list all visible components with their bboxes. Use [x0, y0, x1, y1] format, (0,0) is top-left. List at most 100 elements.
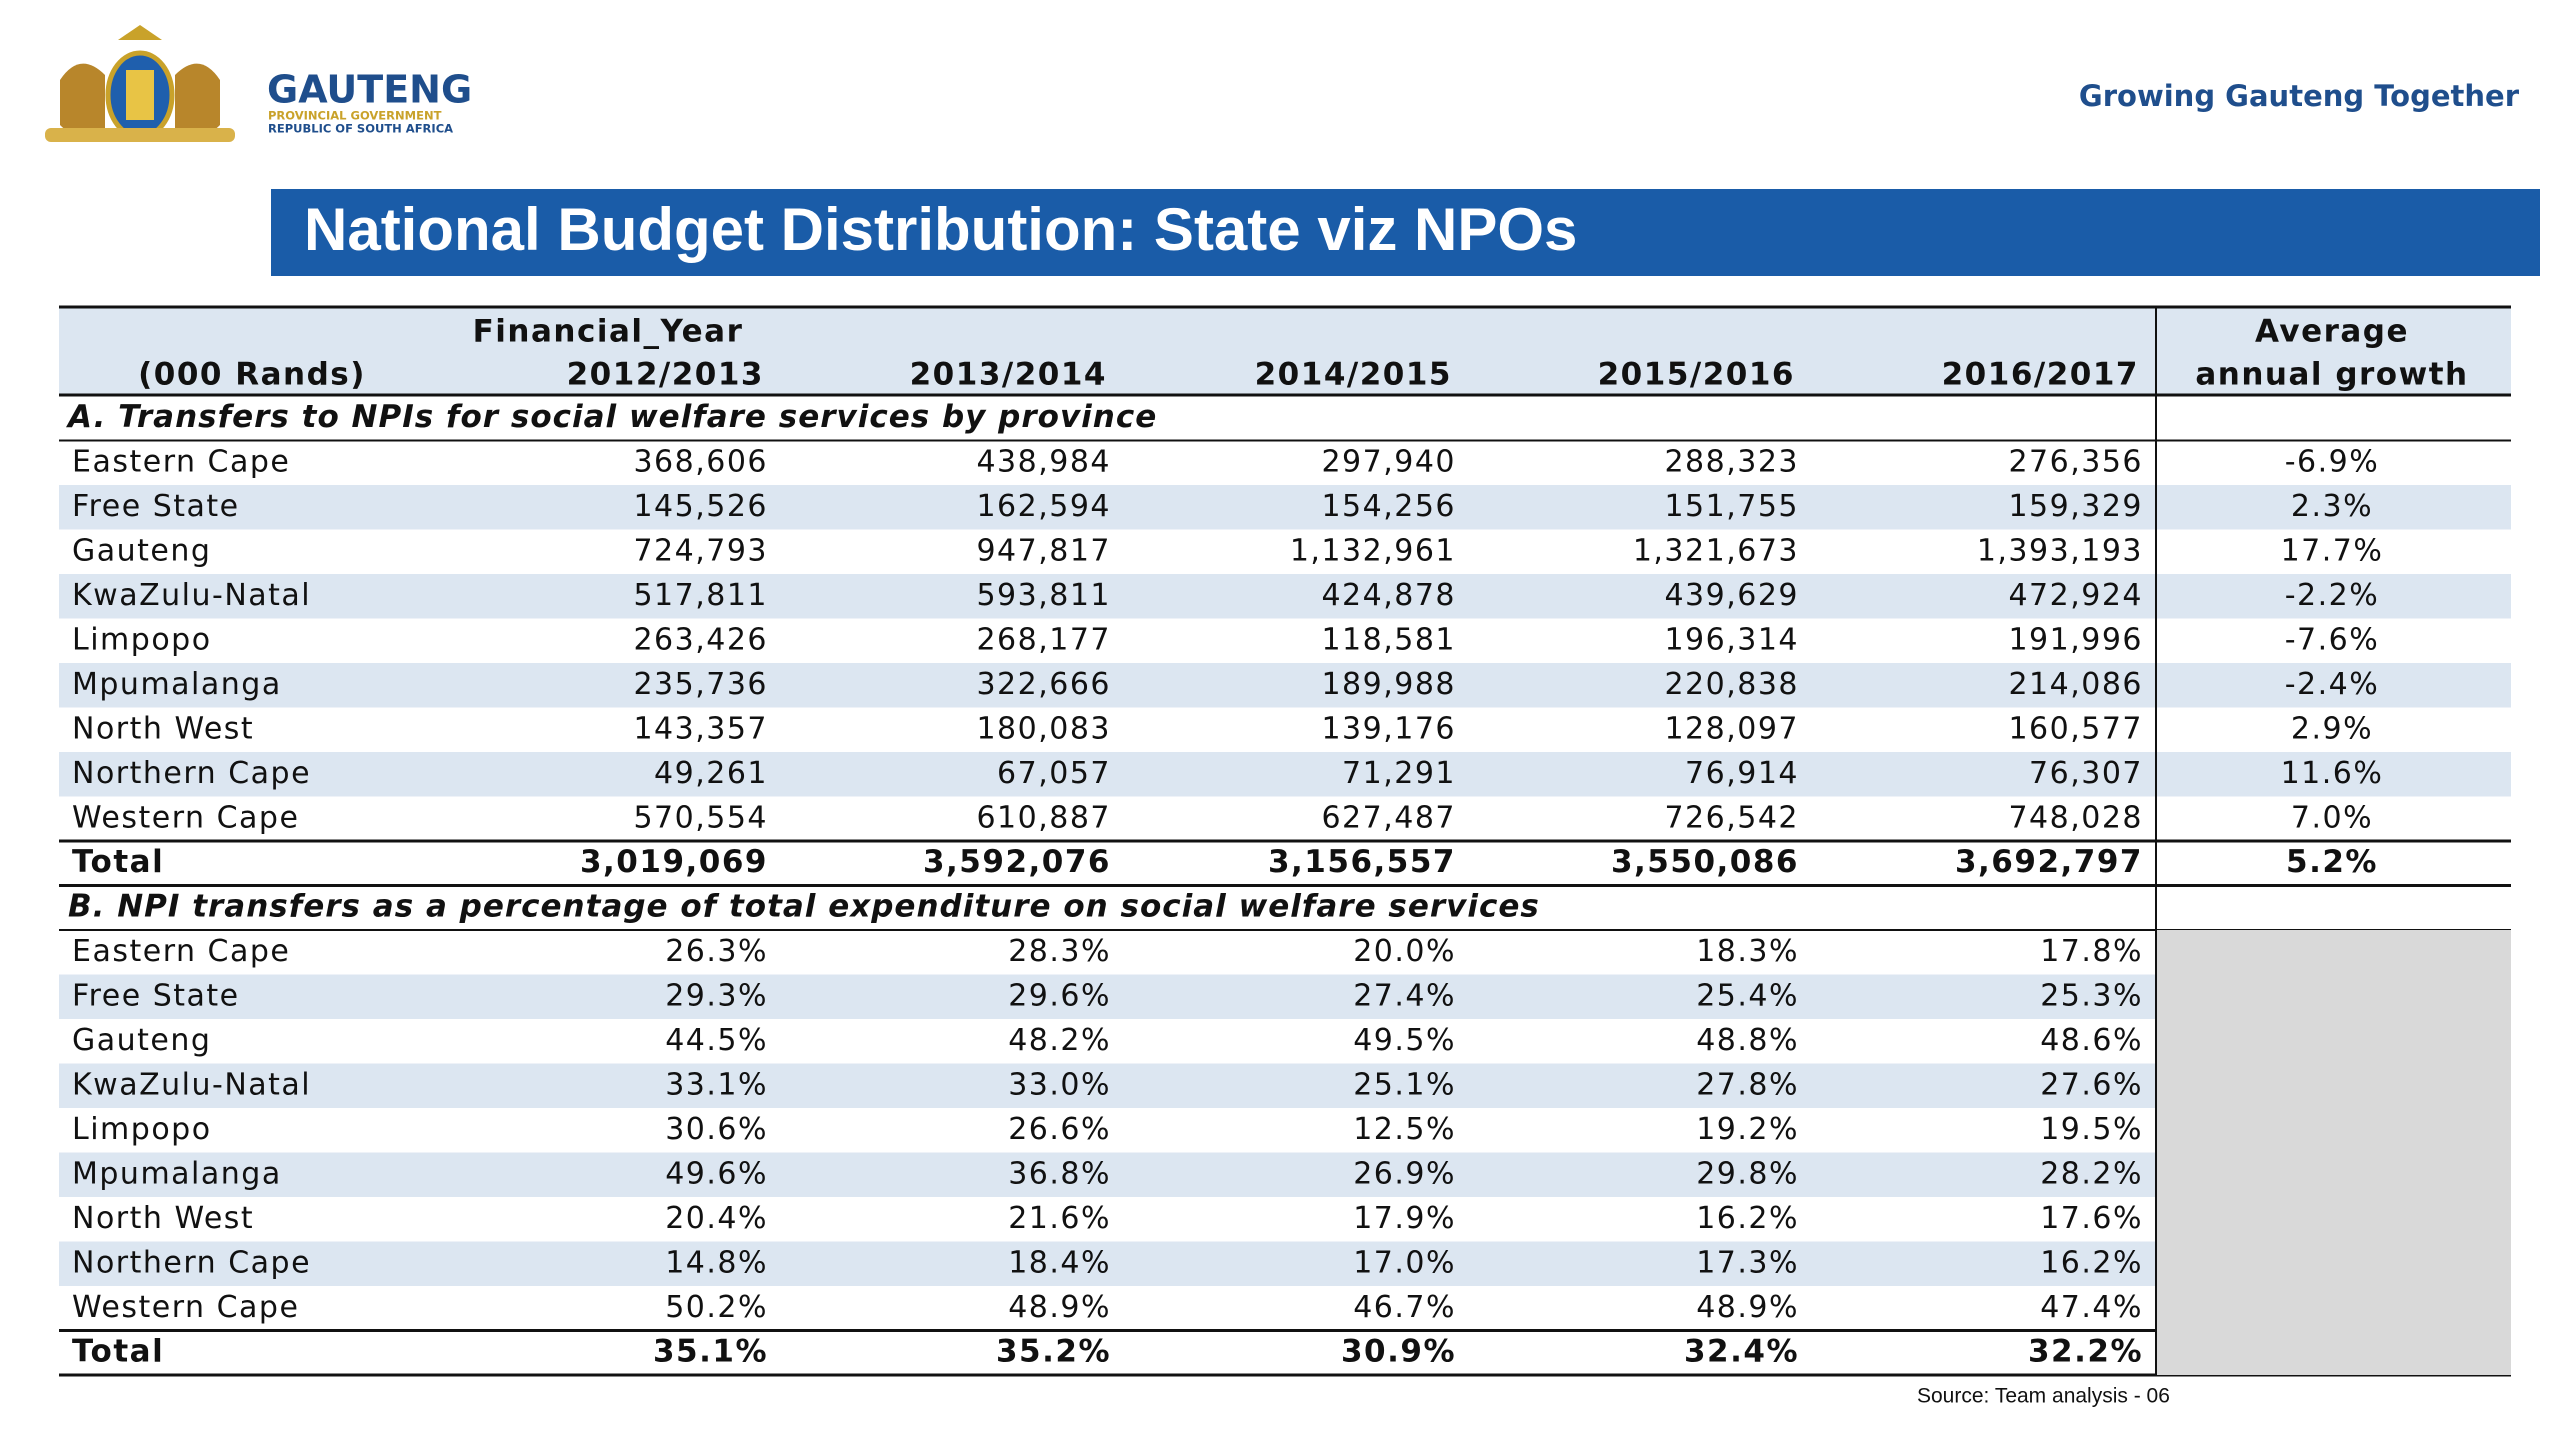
cell: 29.6% [1008, 978, 1111, 1013]
growth-cell: 2.9% [2291, 711, 2373, 746]
cell: 67,057 [997, 756, 1111, 791]
growth-cell: 2.3% [2291, 489, 2373, 524]
section-title: A. Transfers to NPIs for social welfare … [65, 399, 1157, 435]
logo-sub: PROVINCIAL GOVERNMENT [268, 109, 442, 123]
growth-cell: 7.0% [2291, 800, 2373, 835]
row-label: Eastern Cape [72, 444, 290, 479]
cell: 748,028 [2008, 800, 2143, 835]
cell: 48.6% [2040, 1023, 2143, 1058]
cell: 472,924 [2008, 578, 2143, 613]
cell: 322,666 [976, 667, 1111, 702]
cell: 118,581 [1321, 622, 1456, 657]
cell: 26.6% [1008, 1112, 1111, 1147]
cell: 191,996 [2008, 622, 2143, 657]
row-label: Gauteng [72, 1023, 211, 1058]
cell: 17.0% [1353, 1245, 1456, 1280]
title-bar [271, 189, 2540, 276]
row-label: Total [72, 844, 164, 880]
row-bg [59, 974, 2511, 1019]
cell: 21.6% [1008, 1201, 1111, 1236]
cell: 947,817 [976, 533, 1111, 568]
row-bg [59, 752, 2511, 797]
cell: 368,606 [633, 444, 768, 479]
header-cell: 2016/2017 [1942, 357, 2139, 393]
cell: 128,097 [1664, 711, 1799, 746]
cell: 627,487 [1321, 800, 1456, 835]
cell: 3,692,797 [1955, 844, 2143, 880]
row-label: Eastern Cape [72, 934, 290, 969]
cell: 30.9% [1341, 1333, 1456, 1369]
growth-cell: -7.6% [2285, 622, 2380, 657]
cell: 593,811 [976, 578, 1111, 613]
growth-cell: -2.2% [2285, 578, 2380, 613]
cell: 3,019,069 [580, 844, 768, 880]
row-bg [59, 485, 2511, 530]
row-label: Western Cape [72, 800, 299, 835]
row-label: Northern Cape [72, 1245, 311, 1280]
cell: 17.8% [2040, 934, 2143, 969]
cell: 143,357 [633, 711, 768, 746]
source: Source: Team analysis - 06 [1917, 1385, 2170, 1408]
row-bg [59, 1152, 2511, 1197]
cell: 26.9% [1353, 1156, 1456, 1191]
cell: 610,887 [976, 800, 1111, 835]
cell: 276,356 [2008, 444, 2143, 479]
cell: 28.3% [1008, 934, 1111, 969]
cell: 18.3% [1696, 934, 1799, 969]
cell: 189,988 [1321, 667, 1456, 702]
row-label: Gauteng [72, 533, 211, 568]
cell: 25.1% [1353, 1067, 1456, 1102]
cell: 26.3% [665, 934, 768, 969]
row-label: Northern Cape [72, 756, 311, 791]
growth-cell: 5.2% [2286, 844, 2378, 880]
cell: 20.4% [665, 1201, 768, 1236]
cell: 49,261 [654, 756, 768, 791]
row-label: KwaZulu-Natal [72, 1067, 311, 1102]
cell: 33.0% [1008, 1067, 1111, 1102]
cell: 35.2% [996, 1333, 1111, 1369]
section-title: B. NPI transfers as a percentage of tota… [68, 888, 1540, 924]
row-label: Free State [72, 489, 240, 524]
cell: 145,526 [633, 489, 768, 524]
cell: 28.2% [2040, 1156, 2143, 1191]
header-cell: 2013/2014 [910, 357, 1107, 393]
cell: 27.8% [1696, 1067, 1799, 1102]
logo-sub: REPUBLIC OF SOUTH AFRICA [268, 122, 453, 136]
cell: 724,793 [633, 533, 768, 568]
header-bg [59, 307, 2511, 395]
blank-cell [2156, 930, 2511, 1375]
cell: 297,940 [1321, 444, 1456, 479]
row-label: Mpumalanga [72, 667, 282, 702]
cell: 570,554 [633, 800, 768, 835]
cell: 30.6% [665, 1112, 768, 1147]
cell: 220,838 [1664, 667, 1799, 702]
cell: 159,329 [2008, 489, 2143, 524]
cell: 49.5% [1353, 1023, 1456, 1058]
cell: 17.3% [1696, 1245, 1799, 1280]
cell: 48.9% [1696, 1290, 1799, 1325]
cell: 16.2% [1696, 1201, 1799, 1236]
cell: 76,914 [1685, 756, 1799, 791]
cell: 25.4% [1696, 978, 1799, 1013]
cell: 154,256 [1321, 489, 1456, 524]
cell: 16.2% [2040, 1245, 2143, 1280]
cell: 48.9% [1008, 1290, 1111, 1325]
row-label: Free State [72, 978, 240, 1013]
cell: 35.1% [653, 1333, 768, 1369]
row-label: Mpumalanga [72, 1156, 282, 1191]
row-bg [59, 1063, 2511, 1108]
cell: 726,542 [1664, 800, 1799, 835]
cell: 196,314 [1664, 622, 1799, 657]
cell: 288,323 [1664, 444, 1799, 479]
cell: 17.6% [2040, 1201, 2143, 1236]
cell: 439,629 [1664, 578, 1799, 613]
cell: 29.8% [1696, 1156, 1799, 1191]
cell: 3,156,557 [1268, 844, 1456, 880]
row-label: North West [72, 1201, 254, 1236]
cell: 19.5% [2040, 1112, 2143, 1147]
cell: 268,177 [976, 622, 1111, 657]
cell: 1,393,193 [1977, 533, 2143, 568]
growth-cell: 11.6% [2281, 756, 2384, 791]
cell: 71,291 [1342, 756, 1456, 791]
